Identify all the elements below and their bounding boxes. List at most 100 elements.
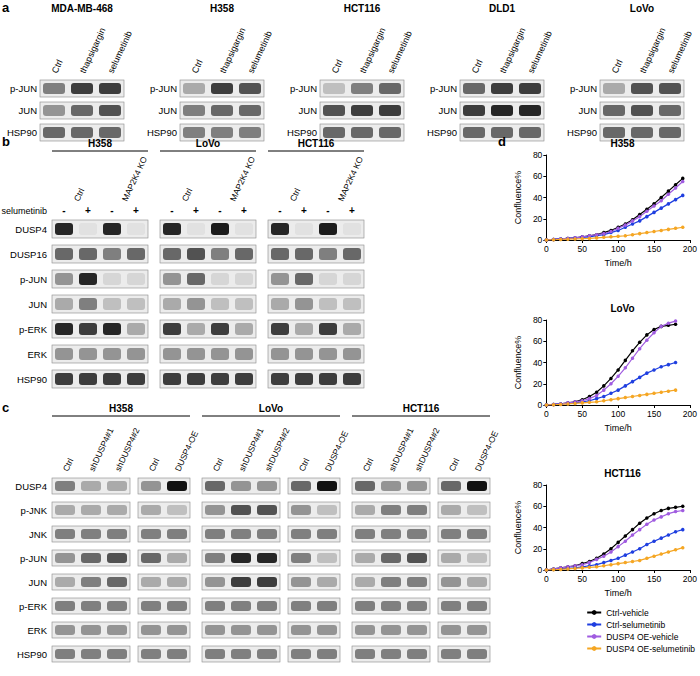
svg-text:+: + [301, 205, 307, 216]
svg-text:LoVo: LoVo [196, 138, 220, 149]
svg-text:20: 20 [533, 214, 543, 224]
svg-text:thapsigargin: thapsigargin [218, 26, 248, 75]
svg-text:50: 50 [578, 574, 588, 584]
svg-text:p-JUN: p-JUN [290, 83, 317, 94]
svg-text:0: 0 [538, 565, 543, 575]
svg-text:JUN: JUN [19, 105, 38, 116]
svg-text:shDUSP4#1: shDUSP4#1 [87, 426, 116, 473]
svg-text:HCT116: HCT116 [604, 468, 641, 479]
svg-text:DUSP4: DUSP4 [15, 224, 47, 235]
svg-text:Time/h: Time/h [605, 258, 632, 268]
svg-text:-: - [110, 205, 113, 216]
svg-text:+: + [349, 205, 355, 216]
svg-text:0: 0 [538, 235, 543, 245]
svg-text:100: 100 [611, 409, 625, 419]
svg-text:Confluence%: Confluence% [513, 171, 523, 225]
svg-text:HSP90: HSP90 [147, 127, 177, 138]
svg-text:JUN: JUN [439, 105, 458, 116]
svg-text:50: 50 [578, 244, 588, 254]
svg-text:Ctrl: Ctrl [72, 187, 87, 203]
svg-text:Ctrl: Ctrl [50, 58, 65, 75]
svg-text:JUN: JUN [159, 105, 178, 116]
svg-text:200: 200 [683, 409, 697, 419]
svg-text:20: 20 [533, 544, 543, 554]
svg-text:shDUSP4#2: shDUSP4#2 [413, 426, 442, 473]
svg-text:JUN: JUN [299, 105, 318, 116]
svg-text:80: 80 [533, 150, 543, 160]
svg-text:selumetinib: selumetinib [666, 29, 694, 74]
svg-text:MDA-MB-468: MDA-MB-468 [51, 3, 113, 14]
svg-text:DUSP4-OE: DUSP4-OE [323, 429, 351, 473]
svg-text:Ctrl-selumetinib: Ctrl-selumetinib [606, 620, 665, 630]
svg-text:ERK: ERK [27, 625, 47, 636]
svg-text:HCT116: HCT116 [403, 403, 440, 414]
svg-text:d: d [498, 134, 506, 149]
svg-text:shDUSP4#1: shDUSP4#1 [237, 426, 266, 473]
svg-text:Ctrl: Ctrl [180, 187, 195, 203]
svg-text:b: b [2, 134, 10, 149]
svg-text:JNK: JNK [29, 529, 48, 540]
svg-text:60: 60 [533, 336, 543, 346]
svg-text:HCT116: HCT116 [298, 138, 335, 149]
svg-text:ERK: ERK [27, 349, 47, 360]
svg-text:20: 20 [533, 379, 543, 389]
svg-text:Ctrl: Ctrl [61, 457, 76, 473]
svg-text:40: 40 [533, 523, 543, 533]
svg-text:-: - [326, 205, 329, 216]
svg-text:Ctrl: Ctrl [190, 58, 205, 75]
svg-text:c: c [2, 400, 9, 415]
svg-text:p-JUN: p-JUN [150, 83, 177, 94]
svg-text:a: a [2, 0, 10, 15]
svg-text:HSP90: HSP90 [17, 649, 47, 660]
svg-text:p-ERK: p-ERK [19, 324, 48, 335]
svg-text:0: 0 [544, 244, 549, 254]
svg-text:80: 80 [533, 480, 543, 490]
svg-text:200: 200 [683, 574, 697, 584]
svg-text:selumetinib: selumetinib [106, 29, 134, 74]
svg-text:Ctrl: Ctrl [610, 58, 625, 75]
svg-text:p-JUN: p-JUN [20, 274, 47, 285]
svg-text:60: 60 [533, 171, 543, 181]
svg-text:Confluence%: Confluence% [513, 336, 523, 390]
svg-text:50: 50 [578, 409, 588, 419]
svg-text:+: + [85, 205, 91, 216]
svg-text:DUSP4 OE-vehicle: DUSP4 OE-vehicle [606, 632, 679, 642]
svg-text:LoVo: LoVo [630, 3, 654, 14]
svg-text:0: 0 [544, 574, 549, 584]
svg-text:150: 150 [647, 244, 661, 254]
svg-text:H358: H358 [109, 403, 133, 414]
svg-text:Ctrl: Ctrl [288, 187, 303, 203]
svg-text:H358: H358 [611, 138, 635, 149]
svg-text:Ctrl: Ctrl [147, 457, 162, 473]
svg-text:DLD1: DLD1 [489, 3, 516, 14]
svg-text:+: + [241, 205, 247, 216]
svg-text:60: 60 [533, 501, 543, 511]
svg-text:40: 40 [533, 358, 543, 368]
svg-text:shDUSP4#1: shDUSP4#1 [387, 426, 416, 473]
svg-text:Ctrl: Ctrl [297, 457, 312, 473]
svg-text:HCT116: HCT116 [344, 3, 381, 14]
svg-text:shDUSP4#2: shDUSP4#2 [113, 426, 142, 473]
svg-text:thapsigargin: thapsigargin [358, 26, 388, 75]
svg-text:-: - [62, 205, 65, 216]
svg-text:DUSP4 OE-selumetinib: DUSP4 OE-selumetinib [606, 644, 695, 654]
svg-text:150: 150 [647, 574, 661, 584]
svg-text:LoVo: LoVo [610, 303, 634, 314]
svg-text:Ctrl: Ctrl [211, 457, 226, 473]
svg-text:JUN: JUN [29, 577, 48, 588]
svg-text:100: 100 [611, 574, 625, 584]
svg-text:selumetinib: selumetinib [1, 206, 47, 216]
svg-text:0: 0 [538, 400, 543, 410]
svg-text:thapsigargin: thapsigargin [498, 26, 528, 75]
svg-text:thapsigargin: thapsigargin [638, 26, 668, 75]
svg-text:DUSP4: DUSP4 [15, 481, 47, 492]
svg-text:p-JUN: p-JUN [10, 83, 37, 94]
svg-text:MAP2K4 KO: MAP2K4 KO [228, 155, 258, 203]
svg-text:selumetinib: selumetinib [386, 29, 414, 74]
svg-text:thapsigargin: thapsigargin [78, 26, 108, 75]
svg-text:LoVo: LoVo [259, 403, 283, 414]
svg-text:MAP2K4 KO: MAP2K4 KO [336, 155, 366, 203]
svg-text:JUN: JUN [579, 105, 598, 116]
svg-text:Time/h: Time/h [605, 423, 632, 433]
svg-text:MAP2K4 KO: MAP2K4 KO [120, 155, 150, 203]
